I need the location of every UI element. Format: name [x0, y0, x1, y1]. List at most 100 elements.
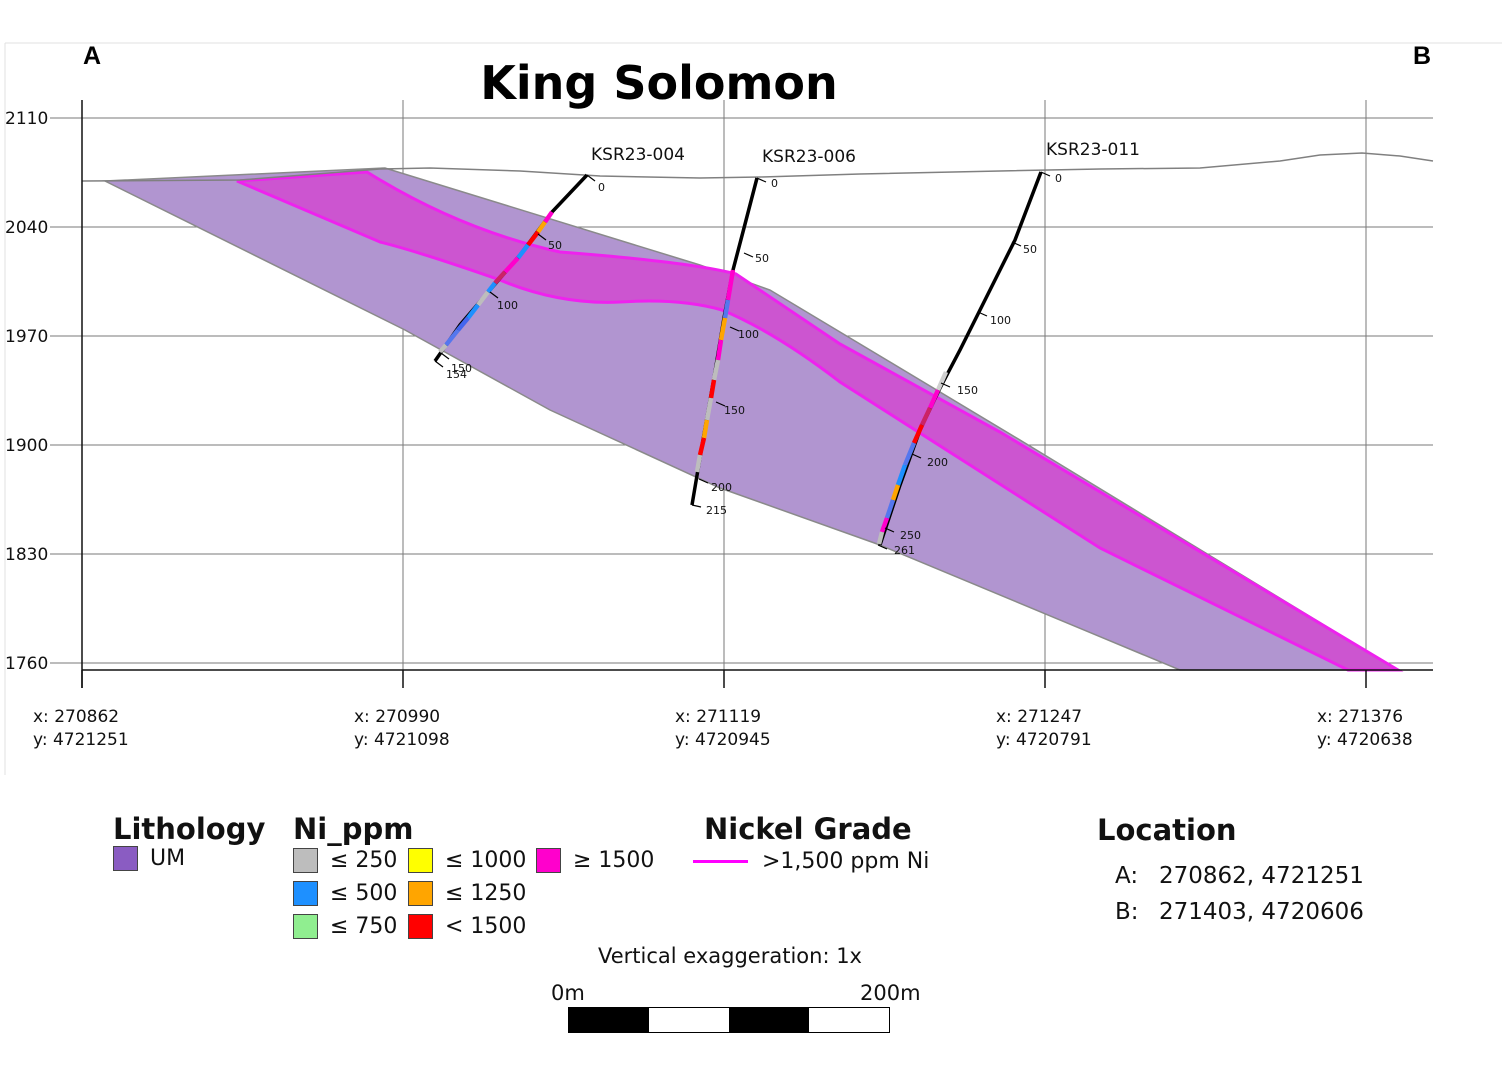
assay-segment — [935, 371, 949, 391]
assay-segment — [902, 442, 917, 466]
legend-ni-ppm: Ni_ppm — [293, 812, 413, 846]
depth-tick — [489, 291, 499, 299]
depth-tick — [1040, 171, 1051, 177]
assay-segment — [536, 220, 547, 234]
depth-tick — [715, 401, 726, 407]
legend-location: Location A: 270862, 4721251 B: 271403, 472… — [1097, 813, 1364, 935]
northing-label: y: 4720945 — [675, 730, 771, 750]
drillhole-assay-segments — [438, 210, 554, 354]
legend-label: >1,500 ppm Ni — [762, 849, 930, 874]
assay-segment — [694, 454, 703, 473]
assay-segment — [911, 424, 925, 444]
legend-ni-ppm-title: Ni_ppm — [293, 812, 414, 846]
legend-location-title: Location — [1097, 813, 1237, 847]
legend-swatch — [408, 914, 433, 939]
scale-bar-start-label: 0m — [551, 981, 585, 1005]
legend-label: ≤ 250 — [330, 848, 398, 873]
depth-tick — [756, 177, 767, 183]
depth-tick — [940, 382, 951, 388]
depth-tick — [440, 352, 450, 360]
elevation-label: 1970 — [5, 327, 48, 347]
assay-segment — [438, 343, 448, 354]
elevation-label: 2040 — [5, 218, 48, 238]
assay-segment — [895, 464, 908, 486]
legend-label: ≤ 750 — [330, 914, 398, 939]
depth-tick — [434, 360, 444, 368]
location-key: A: — [1115, 863, 1139, 889]
depth-ticks — [877, 171, 1051, 550]
depth-tick — [877, 544, 888, 550]
depth-tick — [884, 527, 895, 533]
axis-ticks — [81, 670, 1367, 688]
depth-label: 215 — [706, 504, 727, 517]
depth-label: 100 — [738, 328, 759, 341]
legend-swatch-um — [113, 846, 138, 871]
legend-nickel-grade-item: >1,500 ppm Ni — [693, 849, 929, 874]
legend-item-le250: ≤ 250 — [293, 848, 397, 873]
depth-label: 0 — [598, 181, 605, 194]
assay-segment — [919, 407, 933, 426]
depth-label: 154 — [446, 368, 467, 381]
depth-tick — [729, 326, 740, 332]
legend-label: < 1500 — [445, 914, 527, 939]
assay-segment — [526, 230, 540, 247]
legend-item-le1000: ≤ 1000 — [408, 848, 526, 873]
assay-segment — [493, 270, 507, 285]
northing-label: y: 4721098 — [354, 730, 450, 750]
location-key: B: — [1115, 899, 1139, 925]
drillhole-ksr23-004: 0 50 100 150 154 KSR23-004 — [433, 145, 685, 381]
legend-swatch — [293, 881, 318, 906]
assay-segment — [516, 243, 530, 260]
scale-bar-segment — [809, 1008, 889, 1032]
drillhole-ksr23-006: 0 50 100 150 200 215 KSR23-006 — [690, 147, 856, 517]
assay-segment — [884, 499, 896, 519]
easting-label: x: 270990 — [354, 707, 440, 727]
depth-tick — [977, 311, 988, 317]
easting-label: x: 271247 — [996, 707, 1082, 727]
scale-bar-segment — [649, 1008, 729, 1032]
drillhole-name: KSR23-004 — [591, 145, 685, 165]
easting-label: x: 270862 — [33, 707, 119, 727]
assay-segment — [927, 389, 941, 409]
section-end-b: B — [1413, 42, 1431, 70]
assay-segment — [708, 379, 717, 399]
legend-ni-ppm-col1: ≤ 250 ≤ 500 ≤ 750 — [293, 848, 397, 939]
drillhole-assay-segments — [694, 269, 736, 473]
legend-item-le750: ≤ 750 — [293, 914, 397, 939]
legend-label: ≤ 1250 — [445, 881, 527, 906]
assay-segment — [718, 317, 728, 341]
assay-segment — [697, 437, 707, 456]
depth-tick — [743, 252, 754, 258]
depth-label: 150 — [724, 404, 745, 417]
northing-label: y: 4721251 — [33, 730, 129, 750]
grade-line-symbol — [693, 860, 748, 863]
section-end-a: A — [83, 42, 101, 70]
assay-segment — [503, 256, 520, 274]
assay-segment — [890, 484, 901, 501]
assay-segment — [711, 359, 721, 381]
depth-tick — [911, 453, 922, 459]
assay-segment — [456, 316, 470, 332]
assay-segment — [715, 339, 724, 361]
depth-label: 0 — [1055, 172, 1062, 185]
depth-tick — [537, 233, 547, 241]
depth-tick — [1011, 241, 1022, 247]
location-value: 270862, 4721251 — [1159, 863, 1364, 889]
legend-ni-ppm-col3: ≥ 1500 — [536, 848, 654, 873]
depth-ticks — [434, 174, 596, 368]
legend-swatch — [536, 848, 561, 873]
depth-ticks — [691, 177, 767, 508]
assay-segment — [725, 269, 736, 301]
legend-label: ≤ 500 — [330, 881, 398, 906]
northing-label: y: 4720638 — [1317, 730, 1413, 750]
legend-swatch — [293, 914, 318, 939]
depth-labels: 0 50 100 150 200 215 — [706, 177, 778, 517]
vertical-exaggeration: Vertical exaggeration: 1x — [598, 944, 862, 968]
scale-bar — [568, 1007, 890, 1033]
assay-segment — [476, 290, 490, 307]
elevation-label: 1760 — [5, 654, 48, 674]
easting-labels: x: 270862 y: 4721251 x: 270990 y: 472109… — [33, 707, 1413, 750]
depth-label: 261 — [894, 544, 915, 557]
assay-segment — [722, 299, 731, 319]
assay-segment — [486, 281, 497, 294]
